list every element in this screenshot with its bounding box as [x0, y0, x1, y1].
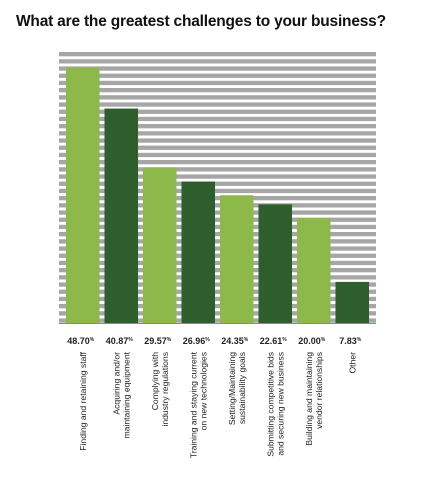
category-label: Training and staying current on new techn…	[188, 351, 208, 458]
grid-stripe	[59, 160, 376, 165]
grid-stripe	[59, 318, 376, 323]
grid-stripe	[59, 217, 376, 222]
category-label: Acquiring and/or maintaining equipment	[111, 351, 131, 438]
category-label-line: vendor relationships	[314, 352, 324, 429]
value-labels-group: 48.70% 40.87% 29.57% 26.96% 24.35% 22.61% 20.0…	[67, 336, 362, 346]
grid-stripe	[59, 253, 376, 258]
category-label: Finding and retaining staff	[78, 351, 88, 450]
grid-stripe	[59, 188, 376, 194]
grid-stripe	[59, 181, 376, 186]
grid-stripe	[59, 239, 376, 244]
value-label: 26.96%	[183, 336, 211, 346]
category-label-line: on new technologies	[198, 352, 208, 430]
bar	[258, 204, 292, 323]
grid-stripe	[59, 232, 376, 237]
category-label: Submitting competitive bids and securing …	[265, 352, 285, 457]
grid-stripe	[59, 210, 376, 215]
bar	[220, 195, 254, 323]
value-label: 20.00%	[298, 336, 326, 346]
grid-stripe	[59, 102, 376, 107]
grid-stripe	[59, 95, 376, 100]
category-label-line: Submitting competitive bids	[265, 352, 275, 457]
grid-stripe	[59, 167, 376, 172]
grid-stripe	[59, 59, 376, 64]
grid-stripe	[59, 203, 376, 208]
grid-stripe	[59, 296, 376, 302]
category-label: Setting/Maintaining sustainability goals	[227, 352, 247, 425]
category-label: Other	[347, 352, 357, 374]
grid-stripe	[59, 80, 376, 86]
grid-stripe	[59, 145, 376, 150]
grid-stripe	[59, 282, 376, 287]
grid-stripe	[59, 138, 376, 143]
value-label: 7.83%	[339, 336, 362, 346]
grid-stripe	[59, 116, 376, 122]
category-label-line: Finding and retaining staff	[78, 351, 88, 450]
bar	[66, 67, 100, 323]
bar	[181, 181, 215, 323]
grid-stripe	[59, 131, 376, 136]
category-label-line: Training and staying current	[188, 351, 198, 458]
grid-stripe	[59, 196, 376, 201]
grid-stripe	[59, 304, 376, 309]
grid-stripe	[59, 224, 376, 230]
category-label-line: maintaining equipment	[121, 351, 131, 438]
grid-stripe	[59, 289, 376, 294]
value-label: 29.57%	[144, 336, 172, 346]
value-label: 24.35%	[221, 336, 249, 346]
grid-stripe	[59, 174, 376, 179]
category-label-line: Other	[347, 352, 357, 374]
grid-stripe	[59, 246, 376, 251]
grid-stripe	[59, 73, 376, 78]
grid-stripe	[59, 124, 376, 129]
bar	[297, 218, 331, 323]
category-label-line: industry regulations	[160, 352, 170, 427]
category-label-line: and securing new business	[275, 352, 285, 456]
category-label: Building and maintaining vendor relations…	[304, 352, 324, 446]
grid-stripe	[59, 66, 376, 71]
grid-stripe	[59, 268, 376, 273]
bar	[104, 108, 138, 323]
chart-title: What are the greatest challenges to your…	[16, 13, 386, 30]
category-label-line: Acquiring and/or	[111, 352, 121, 415]
bar	[143, 167, 177, 323]
grid-stripe	[59, 260, 376, 266]
grid-stripe	[59, 88, 376, 93]
grid-stripe	[59, 109, 376, 114]
value-label: 48.70%	[67, 336, 95, 346]
category-label-line: Complying with	[150, 352, 160, 410]
category-label: Complying with industry regulations	[150, 352, 170, 427]
value-label: 22.61%	[260, 336, 288, 346]
grid-stripe	[59, 311, 376, 316]
category-label-line: sustainability goals	[237, 352, 247, 424]
value-label: 40.87%	[106, 336, 134, 346]
bar	[335, 281, 369, 323]
grid-stripe	[59, 152, 376, 158]
grid-stripe	[59, 52, 376, 57]
category-label-line: Setting/Maintaining	[227, 352, 237, 425]
grid-stripe	[59, 275, 376, 280]
category-label-line: Building and maintaining	[304, 352, 314, 446]
category-labels-group: Finding and retaining staff Acquiring and…	[78, 351, 358, 458]
bars-group	[66, 67, 369, 323]
